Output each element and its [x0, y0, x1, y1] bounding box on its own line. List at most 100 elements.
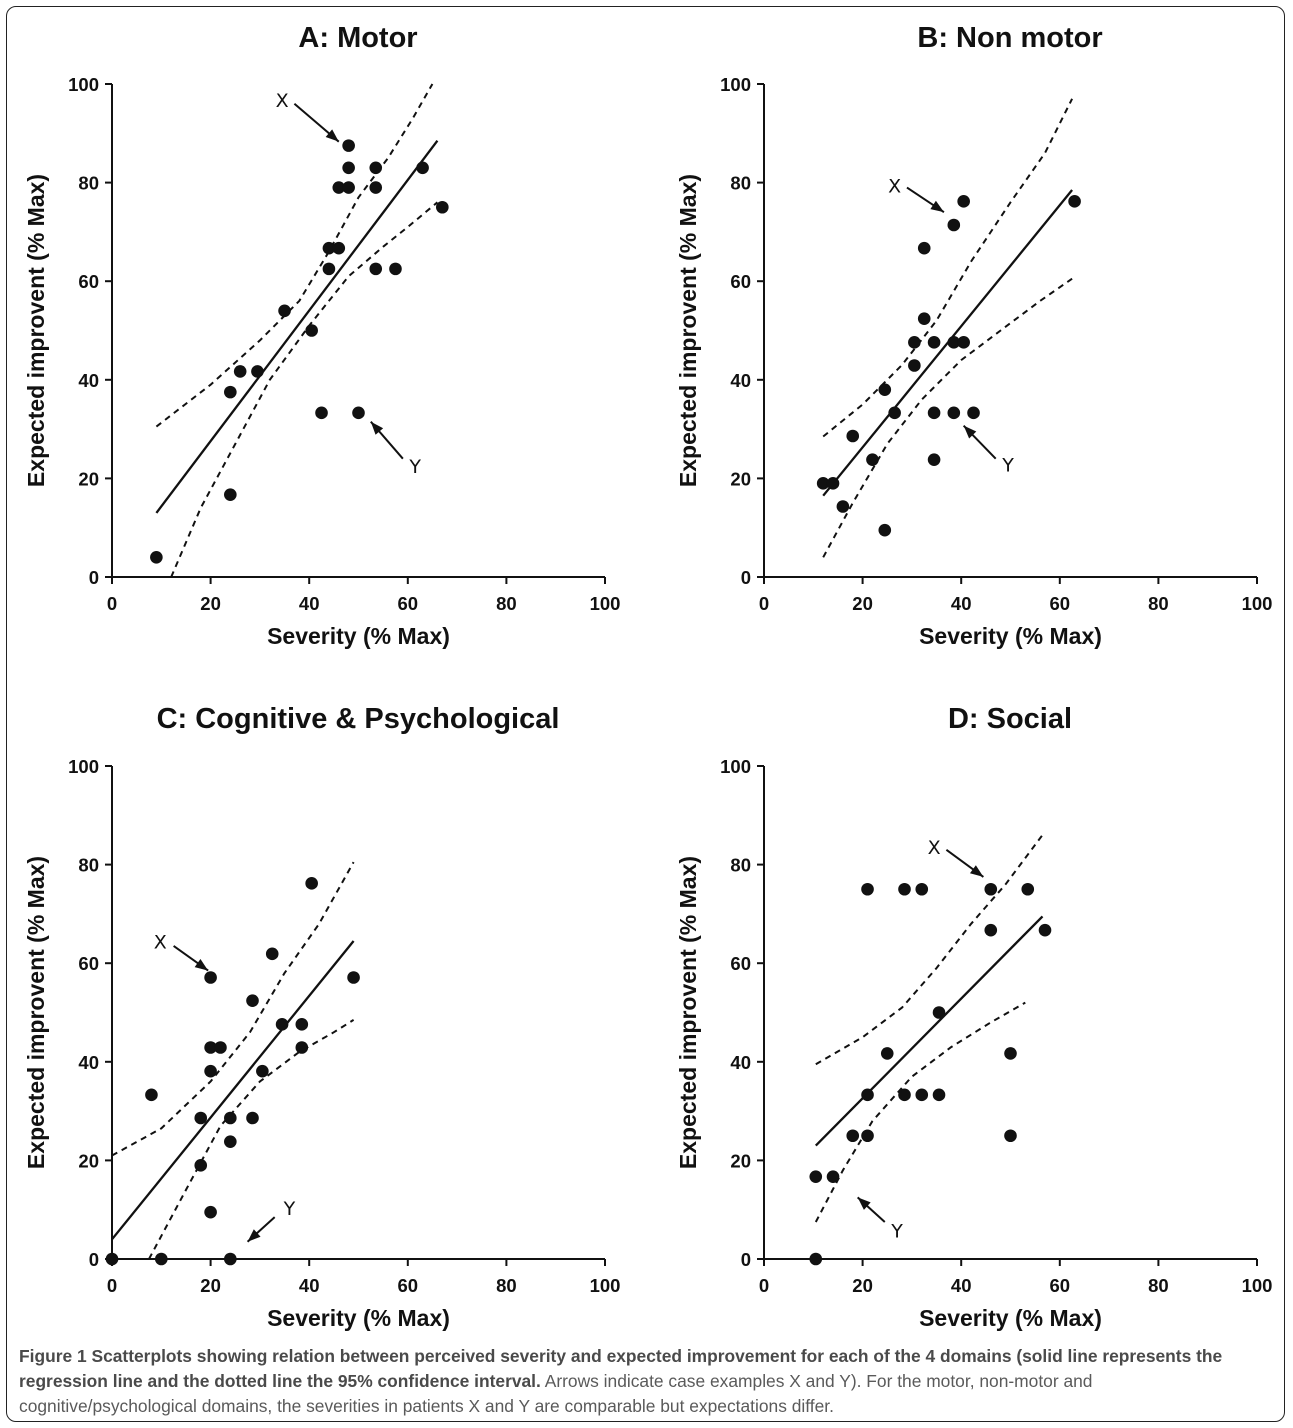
panel-c-data-point — [275, 1018, 289, 1031]
panel-a-case-label-x: X — [276, 90, 289, 112]
panel-c-x-tick-label: 0 — [107, 1275, 117, 1296]
panel-c-data-point — [224, 1111, 237, 1125]
panel-b-data-point — [957, 336, 970, 349]
panel-b-x-tick-label: 80 — [1148, 593, 1169, 614]
panel-b-x-axis-label: Severity (% Max) — [919, 623, 1102, 649]
panel-a-data-point — [416, 161, 429, 175]
panel-b-y-tick-label: 0 — [741, 567, 751, 588]
panel-d-ci-upper-line — [815, 834, 1044, 1066]
panel-b-data-point — [878, 523, 892, 537]
panel-c-data-point — [347, 971, 360, 984]
panel-d-data-point — [898, 882, 911, 896]
panel-c-y-tick-label: 20 — [78, 1150, 99, 1171]
panel-d-x-axis-label: Severity (% Max) — [919, 1305, 1102, 1331]
panel-b-x-tick-label: 0 — [759, 593, 769, 614]
panel-d-data-point — [932, 1088, 946, 1102]
panel-a-y-axis-label: Expected improvent (% Max) — [23, 174, 49, 487]
panel-a-title: A: Motor — [298, 22, 417, 54]
panel-c: C: Cognitive & Psychological 0 20 40 60 80 100… — [23, 703, 620, 1331]
panel-a-data-point — [332, 181, 346, 194]
panel-b-x-tick-label: 20 — [852, 593, 873, 614]
panel-a-data-point — [342, 139, 355, 152]
panel-b-data-point — [927, 406, 941, 420]
panel-c-case-label-x: X — [154, 932, 167, 954]
panel-c-x-axis-label: Severity (% Max) — [267, 1305, 450, 1331]
panel-c-data-point — [204, 971, 217, 984]
panel-c-data-point — [155, 1252, 168, 1266]
panel-d-data-point — [1021, 882, 1035, 896]
panel-d-ci-lower-line — [814, 1001, 1026, 1223]
panel-a-x-tick-label: 60 — [398, 593, 419, 614]
panel-c-arrowhead-x — [194, 958, 209, 971]
panel-b-data-point — [888, 406, 901, 420]
panel-d-data-point — [861, 1129, 874, 1143]
panel-c-data-point — [194, 1111, 208, 1125]
panel-b-data-point — [908, 336, 921, 349]
panel-d-data-point — [915, 1088, 929, 1102]
panel-b-title: B: Non motor — [917, 22, 1102, 54]
panel-d-x-tick-label: 60 — [1050, 1275, 1071, 1296]
panel-c-data-point — [246, 994, 259, 1007]
scatterplot-grid: A: Motor 0 20 40 60 80 100 0 20 40 60 80 100 Severity… — [23, 22, 1273, 1331]
panel-a-data-point — [342, 181, 355, 194]
panel-a-data-point — [251, 365, 264, 378]
panel-c-data-point — [224, 1252, 237, 1266]
panel-b-data-point — [908, 359, 921, 372]
panel-a-data-point — [369, 262, 383, 276]
figure-caption: Figure 1 Scatterplots showing relation b… — [19, 1344, 1269, 1419]
panel-d-y-tick-label: 0 — [741, 1249, 751, 1270]
panel-a-data-point — [315, 406, 328, 420]
panel-d-x-tick-label: 100 — [1242, 1275, 1273, 1296]
panel-c-data-point — [224, 1135, 237, 1148]
panel-a-data-point — [352, 406, 365, 420]
panel-c-data-point — [145, 1088, 158, 1102]
panel-a-case-label-y: Y — [408, 456, 421, 478]
panel-d-data-point — [809, 1170, 823, 1183]
panel-d-data-point — [1038, 923, 1052, 937]
panel-c-y-tick-label: 40 — [78, 1052, 99, 1073]
panel-a-data-point — [436, 200, 449, 214]
panel-b-data-point — [917, 312, 931, 325]
panel-c-data-point — [214, 1041, 227, 1054]
panel-c-y-axis-label: Expected improvent (% Max) — [23, 856, 49, 1169]
panel-d-case-label-y: Y — [890, 1220, 903, 1242]
panel-c-arrowhead-y — [247, 1229, 261, 1242]
panel-d-y-tick-label: 80 — [730, 855, 751, 876]
panel-b-data-point — [866, 453, 879, 466]
panel-c-x-tick-label: 20 — [200, 1275, 221, 1296]
panel-a: A: Motor 0 20 40 60 80 100 0 20 40 60 80 100 Severity… — [23, 22, 620, 649]
panel-a-y-tick-label: 40 — [78, 370, 99, 391]
panel-c-data-point — [256, 1064, 269, 1078]
panel-b-arrowhead-x — [930, 200, 944, 213]
panel-b-data-point — [947, 218, 961, 232]
panel-a-x-tick-label: 80 — [496, 593, 517, 614]
panel-a-data-point — [389, 262, 402, 276]
panel-b-data-point — [947, 406, 961, 420]
panel-a-arrowhead-y — [370, 421, 384, 435]
panel-b-data-point — [1068, 195, 1081, 208]
panel-b-ci-upper-line — [822, 98, 1073, 438]
panel-a-x-tick-label: 100 — [590, 593, 621, 614]
panel-d-data-point — [915, 882, 929, 896]
panel-c-data-point — [295, 1018, 309, 1031]
panel-a-data-point — [322, 262, 336, 276]
panel-b-x-tick-label: 100 — [1242, 593, 1273, 614]
panel-b-case-label-x: X — [888, 176, 901, 198]
panel-d-y-axis-label: Expected improvent (% Max) — [675, 856, 701, 1169]
panel-b-y-tick-label: 20 — [730, 468, 751, 489]
panel-b-y-tick-label: 80 — [730, 173, 751, 194]
panel-a-data-point — [224, 488, 237, 501]
panel-b-x-tick-label: 60 — [1050, 593, 1071, 614]
panel-a-data-point — [224, 385, 237, 399]
panel-c-x-tick-label: 60 — [398, 1275, 419, 1296]
panel-a-data-point — [305, 324, 318, 337]
panel-b-data-point — [947, 336, 961, 349]
panel-a-x-tick-label: 0 — [107, 593, 117, 614]
panel-c-x-tick-label: 40 — [299, 1275, 320, 1296]
panel-c-data-point — [204, 1041, 217, 1054]
panel-d-data-point — [861, 1088, 874, 1102]
panel-c-y-tick-label: 60 — [78, 953, 99, 974]
panel-d-x-tick-label: 80 — [1148, 1275, 1169, 1296]
panel-c-x-tick-label: 80 — [496, 1275, 517, 1296]
panel-d-data-point — [846, 1129, 860, 1143]
